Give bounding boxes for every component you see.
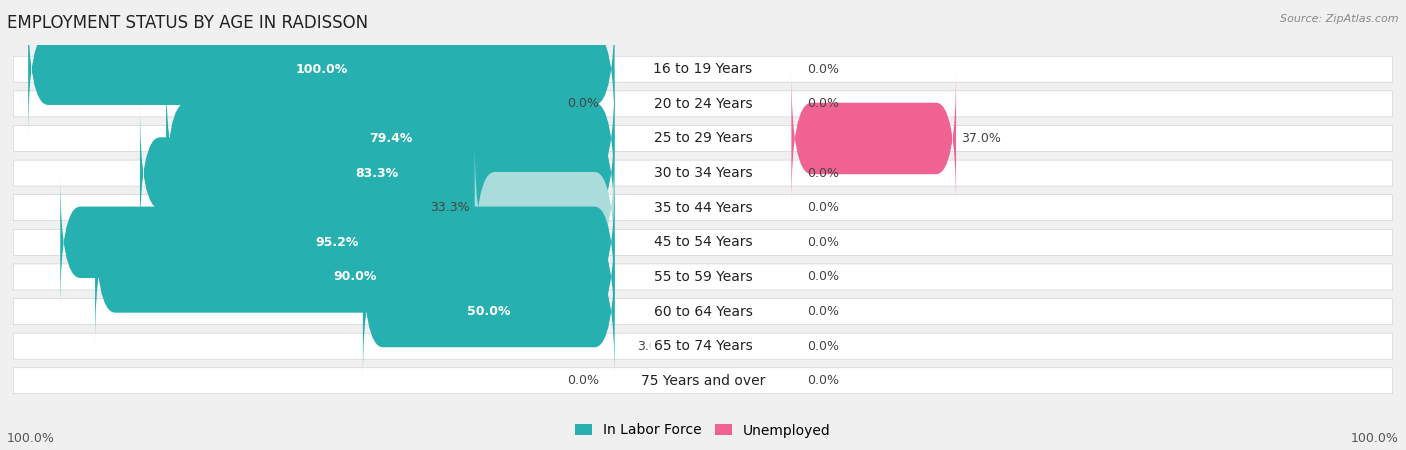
Legend: In Labor Force, Unemployed: In Labor Force, Unemployed — [569, 418, 837, 443]
Text: EMPLOYMENT STATUS BY AGE IN RADISSON: EMPLOYMENT STATUS BY AGE IN RADISSON — [7, 14, 368, 32]
Text: Source: ZipAtlas.com: Source: ZipAtlas.com — [1281, 14, 1399, 23]
Text: 0.0%: 0.0% — [807, 305, 839, 318]
Text: 65 to 74 Years: 65 to 74 Years — [654, 339, 752, 353]
Text: 83.3%: 83.3% — [356, 166, 399, 180]
Text: 100.0%: 100.0% — [7, 432, 55, 446]
Text: 50.0%: 50.0% — [467, 305, 510, 318]
Text: 37.0%: 37.0% — [960, 132, 1001, 145]
Text: 0.0%: 0.0% — [807, 340, 839, 353]
FancyBboxPatch shape — [14, 230, 1392, 255]
Text: 100.0%: 100.0% — [1351, 432, 1399, 446]
FancyBboxPatch shape — [14, 160, 1392, 186]
FancyBboxPatch shape — [14, 333, 1392, 359]
Text: 0.0%: 0.0% — [807, 166, 839, 180]
FancyBboxPatch shape — [475, 140, 614, 276]
FancyBboxPatch shape — [14, 298, 1392, 324]
Text: 45 to 54 Years: 45 to 54 Years — [654, 235, 752, 249]
FancyBboxPatch shape — [141, 105, 614, 241]
Text: 20 to 24 Years: 20 to 24 Years — [654, 97, 752, 111]
Text: 0.0%: 0.0% — [567, 374, 599, 387]
Text: 0.0%: 0.0% — [807, 374, 839, 387]
FancyBboxPatch shape — [14, 126, 1392, 152]
FancyBboxPatch shape — [14, 195, 1392, 220]
FancyBboxPatch shape — [166, 70, 614, 207]
Text: 33.3%: 33.3% — [430, 201, 470, 214]
Text: 95.2%: 95.2% — [316, 236, 359, 249]
Text: 35 to 44 Years: 35 to 44 Years — [654, 201, 752, 215]
FancyBboxPatch shape — [28, 1, 614, 137]
Text: 0.0%: 0.0% — [567, 97, 599, 110]
Text: 16 to 19 Years: 16 to 19 Years — [654, 62, 752, 76]
FancyBboxPatch shape — [14, 264, 1392, 290]
FancyBboxPatch shape — [14, 56, 1392, 82]
FancyBboxPatch shape — [792, 70, 956, 207]
Text: 79.4%: 79.4% — [368, 132, 412, 145]
Text: 0.0%: 0.0% — [807, 201, 839, 214]
Text: 0.0%: 0.0% — [807, 97, 839, 110]
FancyBboxPatch shape — [14, 368, 1392, 394]
FancyBboxPatch shape — [363, 243, 614, 380]
Text: 75 Years and over: 75 Years and over — [641, 374, 765, 388]
Text: 30 to 34 Years: 30 to 34 Years — [654, 166, 752, 180]
FancyBboxPatch shape — [60, 174, 614, 310]
Text: 0.0%: 0.0% — [807, 270, 839, 284]
Text: 90.0%: 90.0% — [333, 270, 377, 284]
Text: 100.0%: 100.0% — [295, 63, 347, 76]
Text: 0.0%: 0.0% — [807, 63, 839, 76]
FancyBboxPatch shape — [14, 91, 1392, 117]
Text: 25 to 29 Years: 25 to 29 Years — [654, 131, 752, 145]
Text: 60 to 64 Years: 60 to 64 Years — [654, 305, 752, 319]
Text: 3.6%: 3.6% — [637, 340, 669, 353]
Text: 55 to 59 Years: 55 to 59 Years — [654, 270, 752, 284]
FancyBboxPatch shape — [96, 209, 614, 345]
Text: 0.0%: 0.0% — [807, 236, 839, 249]
